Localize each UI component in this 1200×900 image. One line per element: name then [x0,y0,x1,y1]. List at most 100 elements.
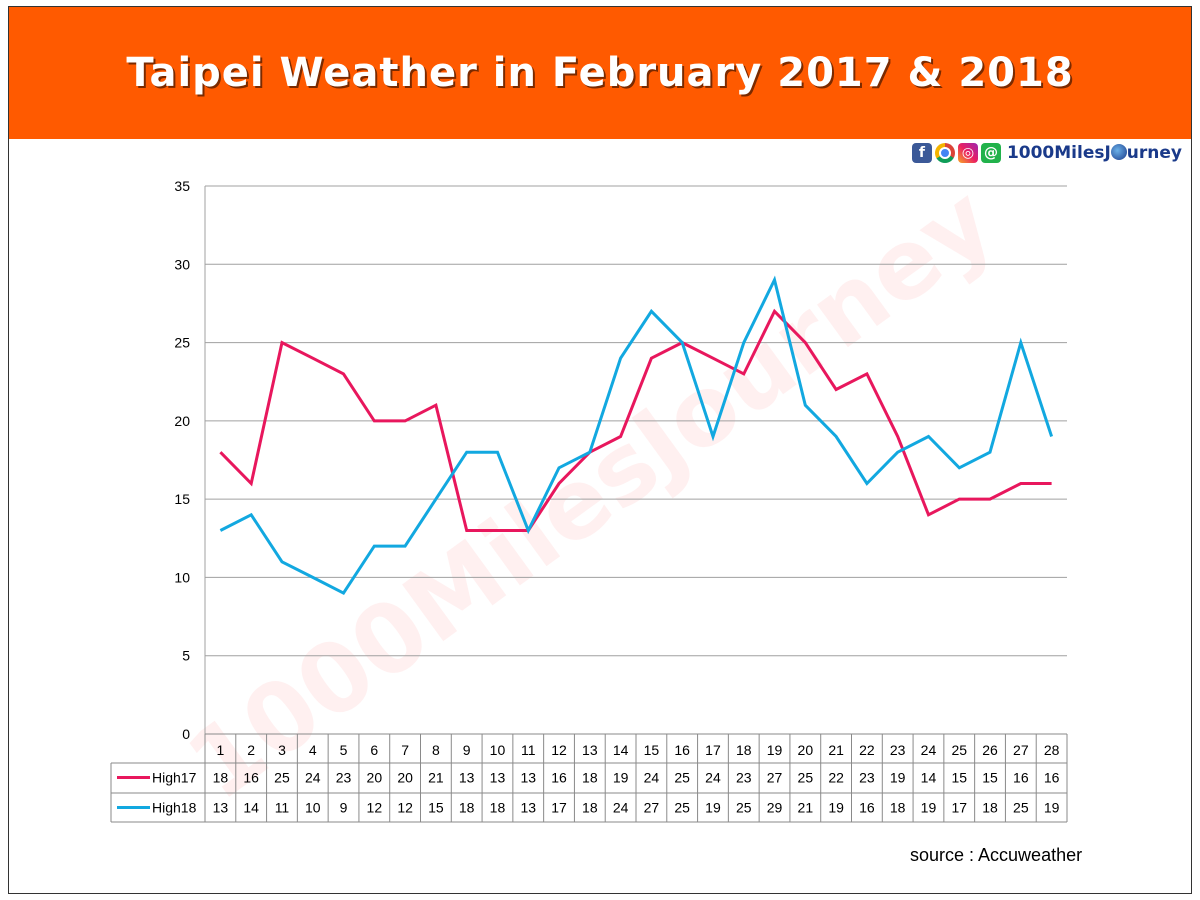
x-tick-label: 22 [859,742,875,758]
y-tick-label: 30 [174,256,190,272]
data-label: 13 [459,770,475,786]
y-tick-label: 0 [182,726,190,742]
legend-label: High18 [152,800,197,816]
data-label: 25 [736,800,752,816]
data-label: 22 [828,770,844,786]
line-at-icon: @ [980,143,1001,163]
data-label: 19 [1044,800,1060,816]
data-label: 15 [982,770,998,786]
title-banner: Taipei Weather in February 2017 & 2018 [9,7,1191,139]
data-label: 25 [798,770,814,786]
data-label: 14 [243,800,259,816]
series-lines [219,275,1054,596]
data-label: 14 [921,770,937,786]
x-tick-label: 23 [890,742,906,758]
data-label: 24 [613,800,629,816]
data-label: 25 [674,800,690,816]
data-label: 19 [921,800,937,816]
y-tick-label: 10 [174,569,190,585]
legend-label: High17 [152,770,197,786]
data-label: 16 [1013,770,1029,786]
facebook-icon: f [911,143,932,163]
data-label: 19 [705,800,721,816]
y-axis: 0 5 10 15 20 25 30 35 [174,178,206,742]
data-label: 16 [1044,770,1060,786]
x-tick-label: 8 [432,742,440,758]
watermark-text: 1000MilesJourney [168,165,1014,822]
data-label: 9 [340,800,348,816]
data-label: 25 [1013,800,1029,816]
data-label: 18 [459,800,475,816]
x-tick-label: 3 [278,742,286,758]
x-tick-label: 9 [463,742,471,758]
x-tick-label: 5 [340,742,348,758]
data-label: 18 [213,770,229,786]
data-label: 15 [428,800,444,816]
data-label: 27 [767,770,783,786]
data-label: 18 [490,800,506,816]
series-line-high17 [219,308,1052,532]
data-label: 12 [397,800,413,816]
y-tick-label: 5 [182,648,190,664]
x-tick-label: 18 [736,742,752,758]
data-label: 18 [890,800,906,816]
y-tick-label: 35 [174,178,190,194]
data-label: 17 [551,800,567,816]
data-label: 23 [859,770,875,786]
data-label: 29 [767,800,783,816]
x-tick-label: 26 [982,742,998,758]
x-tick-label: 1 [216,742,224,758]
x-tick-label: 10 [490,742,506,758]
data-label: 13 [520,770,536,786]
x-tick-label: 24 [921,742,937,758]
x-tick-label: 13 [582,742,598,758]
data-label: 10 [305,800,321,816]
data-label: 24 [644,770,660,786]
data-label: 15 [951,770,967,786]
y-tick-label: 25 [174,335,190,351]
x-tick-label: 19 [767,742,783,758]
data-label: 16 [859,800,875,816]
data-label: 16 [243,770,259,786]
data-label: 27 [644,800,660,816]
y-tick-label: 20 [174,413,190,429]
x-tick-label: 25 [951,742,967,758]
data-label: 24 [705,770,721,786]
brand-name: 1000MilesJ urney [1006,143,1182,163]
data-label: 16 [551,770,567,786]
brand-badge: f ◎ @ 1000MilesJ urney [911,140,1182,166]
x-tick-label: 14 [613,742,629,758]
x-tick-label: 15 [644,742,660,758]
data-label: 17 [951,800,967,816]
data-label: 19 [828,800,844,816]
data-label: 18 [582,770,598,786]
page-title: Taipei Weather in February 2017 & 2018 [126,50,1074,96]
x-tick-label: 4 [309,742,317,758]
data-label: 23 [736,770,752,786]
data-label: 21 [798,800,814,816]
x-tick-label: 12 [551,742,567,758]
globe-icon [1110,144,1127,160]
x-tick-label: 20 [798,742,814,758]
data-label: 25 [274,770,290,786]
series-line-high18 [219,275,1054,596]
data-label: 11 [275,800,290,816]
data-label: 20 [397,770,413,786]
data-label: 19 [890,770,906,786]
chrome-icon [934,143,955,163]
instagram-icon: ◎ [957,143,978,163]
x-tick-label: 21 [828,742,844,758]
data-label: 25 [674,770,690,786]
y-tick-label: 15 [174,491,190,507]
x-tick-label: 2 [247,742,255,758]
x-tick-label: 6 [370,742,378,758]
x-tick-label: 28 [1044,742,1060,758]
data-label: 13 [520,800,536,816]
x-tick-label: 11 [521,742,536,758]
source-note: source : Accuweather [910,845,1083,865]
data-label: 13 [490,770,506,786]
data-label: 24 [305,770,321,786]
data-label: 12 [367,800,383,816]
data-label: 21 [428,770,444,786]
